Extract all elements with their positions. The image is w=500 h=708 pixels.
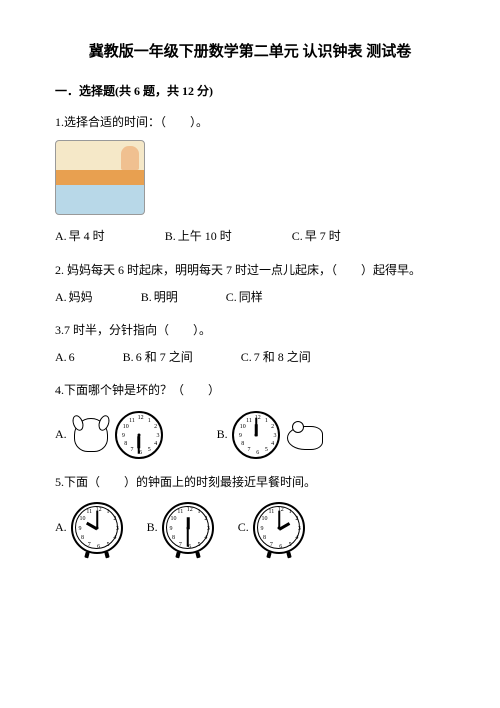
opt-label: A.: [55, 227, 67, 246]
clock-icon: 121234567891011: [115, 411, 163, 459]
opt-text: 妈妈: [69, 288, 93, 307]
opt-label: C.: [241, 348, 252, 367]
opt-label: C.: [292, 227, 303, 246]
section-1-header: 一．选择题(共 6 题，共 12 分): [55, 82, 445, 101]
opt-text: 同样: [239, 288, 263, 307]
opt-label: B.: [165, 227, 176, 246]
opt-label: A.: [55, 348, 67, 367]
opt-label: B.: [141, 288, 152, 307]
opt-label: A.: [55, 425, 67, 444]
q1-options: A. 早 4 时 B. 上午 10 时 C. 早 7 时: [55, 227, 445, 246]
q1-option-a: A. 早 4 时: [55, 227, 105, 246]
q4-option-a: A. 121234567891011: [55, 411, 163, 459]
q5-text: 5.下面（ ）的钟面上的时刻最接近早餐时间。: [55, 473, 445, 492]
question-4: 4.下面哪个钟是坏的？（ ） A. 121234567891011 B. 121…: [55, 381, 445, 458]
question-5: 5.下面（ ）的钟面上的时刻最接近早餐时间。 A. 12123456789101…: [55, 473, 445, 554]
mouse-icon: [287, 426, 323, 450]
opt-text: 明明: [154, 288, 178, 307]
q3-options: A. 6 B. 6 和 7 之间 C. 7 和 8 之间: [55, 348, 445, 367]
question-3: 3.7 时半，分针指向（ ）。 A. 6 B. 6 和 7 之间 C. 7 和 …: [55, 321, 445, 367]
opt-label: B.: [147, 518, 158, 537]
opt-text: 早 7 时: [305, 227, 341, 246]
clock-icon: 121234567891011: [71, 502, 123, 554]
opt-text: 6 和 7 之间: [136, 348, 193, 367]
clock-icon: 121234567891011: [253, 502, 305, 554]
q1-illustration: [55, 140, 145, 215]
q3-option-b: B. 6 和 7 之间: [123, 348, 193, 367]
q5-option-c: C. 121234567891011: [238, 502, 305, 554]
q1-option-c: C. 早 7 时: [292, 227, 341, 246]
opt-text: 6: [69, 348, 75, 367]
opt-text: 7 和 8 之间: [254, 348, 311, 367]
q1-option-b: B. 上午 10 时: [165, 227, 232, 246]
q2-option-b: B. 明明: [141, 288, 178, 307]
question-1: 1.选择合适的时间：（ ）。 A. 早 4 时 B. 上午 10 时 C. 早 …: [55, 113, 445, 246]
child-icon: [121, 146, 139, 170]
opt-text: 上午 10 时: [178, 227, 232, 246]
q5-options: A. 121234567891011 B. 121234567891011 C.…: [55, 502, 445, 554]
dog-icon: [74, 418, 108, 452]
q2-option-a: A. 妈妈: [55, 288, 93, 307]
question-2: 2. 妈妈每天 6 时起床，明明每天 7 时过一点儿起床，（ ）起得早。 A. …: [55, 261, 445, 307]
q3-option-a: A. 6: [55, 348, 75, 367]
q2-text: 2. 妈妈每天 6 时起床，明明每天 7 时过一点儿起床，（ ）起得早。: [55, 261, 445, 280]
opt-text: 早 4 时: [69, 227, 105, 246]
clock-icon: 121234567891011: [232, 411, 280, 459]
q4-text: 4.下面哪个钟是坏的？（ ）: [55, 381, 445, 400]
q3-text: 3.7 时半，分针指向（ ）。: [55, 321, 445, 340]
q3-option-c: C. 7 和 8 之间: [241, 348, 311, 367]
q5-option-b: B. 121234567891011: [147, 502, 214, 554]
q1-text: 1.选择合适的时间：（ ）。: [55, 113, 445, 132]
q4-options: A. 121234567891011 B. 121234567891011: [55, 411, 445, 459]
q5-option-a: A. 121234567891011: [55, 502, 123, 554]
q4-option-b: B. 121234567891011: [217, 411, 326, 459]
opt-label: C.: [238, 518, 249, 537]
q2-options: A. 妈妈 B. 明明 C. 同样: [55, 288, 445, 307]
opt-label: A.: [55, 288, 67, 307]
opt-label: A.: [55, 518, 67, 537]
opt-label: B.: [217, 425, 228, 444]
clock-icon: 121234567891011: [162, 502, 214, 554]
opt-label: C.: [226, 288, 237, 307]
page-title: 冀教版一年级下册数学第二单元 认识钟表 测试卷: [55, 40, 445, 64]
opt-label: B.: [123, 348, 134, 367]
q2-option-c: C. 同样: [226, 288, 263, 307]
